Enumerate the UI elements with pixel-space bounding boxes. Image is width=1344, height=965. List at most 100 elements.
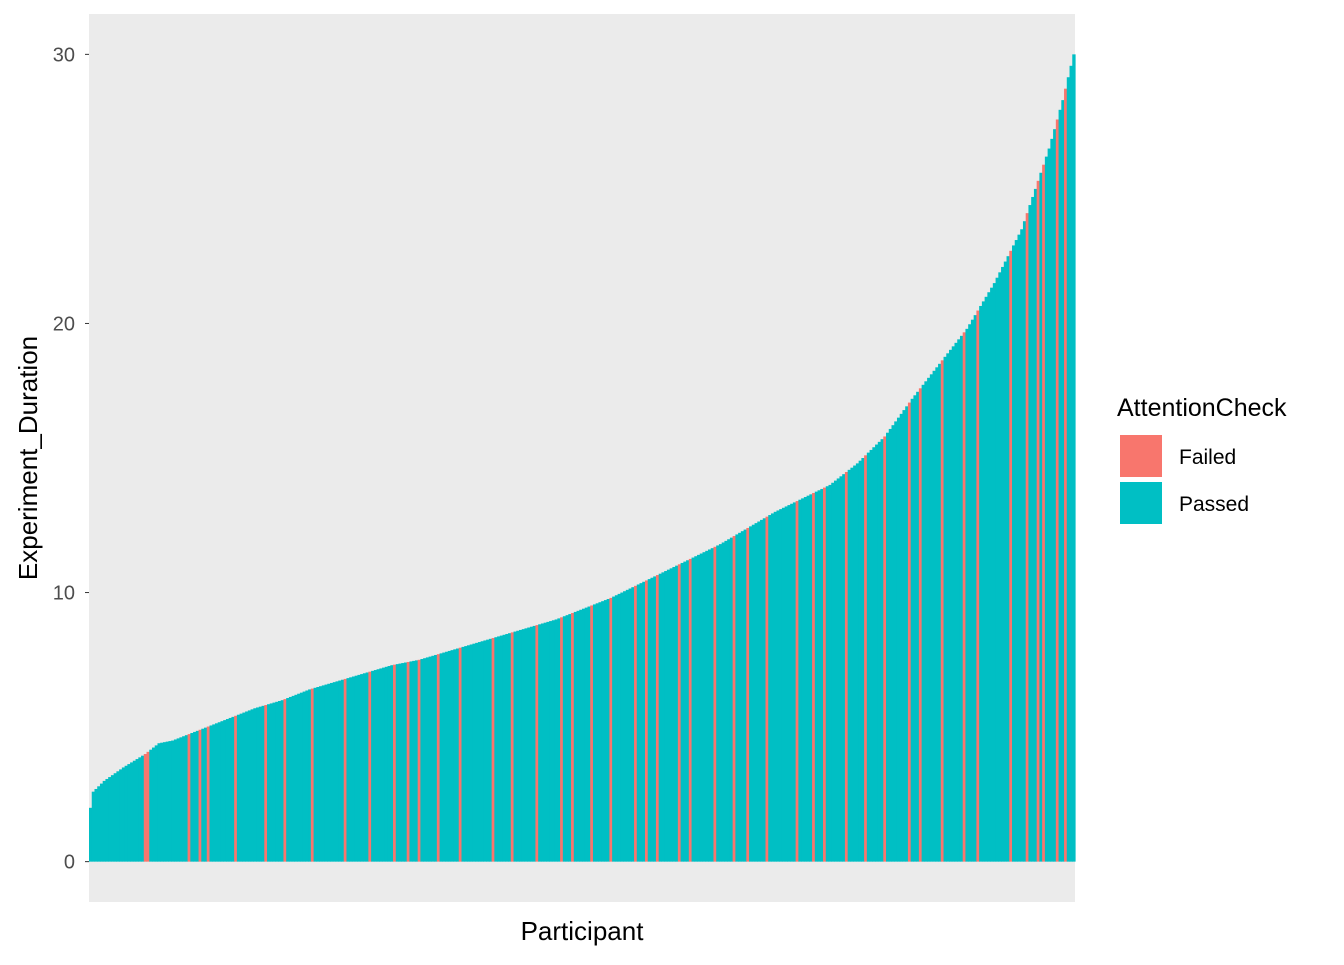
bar <box>853 465 857 862</box>
bar <box>1006 256 1010 862</box>
bar <box>272 702 276 862</box>
bar <box>121 767 126 862</box>
bar <box>740 531 745 862</box>
bar <box>294 694 298 862</box>
bar <box>1066 77 1071 862</box>
bar <box>379 668 383 862</box>
bar <box>680 562 684 862</box>
bar <box>803 497 808 862</box>
bar <box>987 292 991 862</box>
bar <box>466 645 471 862</box>
bar <box>1033 188 1038 862</box>
bar <box>89 807 93 862</box>
bar <box>477 642 482 862</box>
bar <box>335 681 339 862</box>
bar <box>688 558 693 862</box>
bar <box>171 740 175 862</box>
bar <box>146 751 150 862</box>
bar <box>655 575 660 862</box>
bar <box>212 724 216 862</box>
bar <box>225 719 230 862</box>
bar <box>847 469 852 862</box>
bar <box>461 646 465 862</box>
bar <box>267 704 271 862</box>
bar <box>984 296 988 862</box>
bar <box>872 447 876 862</box>
bar <box>677 564 682 862</box>
y-tick-label: 0 <box>64 852 75 874</box>
bar <box>510 632 515 862</box>
legend-swatch <box>1120 482 1162 524</box>
bar <box>721 542 726 862</box>
bar <box>812 492 816 862</box>
bar <box>825 486 830 862</box>
bar <box>773 511 778 862</box>
bar <box>436 654 441 862</box>
bar <box>595 603 600 862</box>
bar <box>801 498 805 862</box>
bar <box>349 677 353 862</box>
bar <box>699 553 704 862</box>
bar <box>516 630 520 862</box>
bar <box>261 705 265 862</box>
bar <box>653 576 657 862</box>
bar <box>387 666 391 862</box>
bar <box>206 726 211 862</box>
bar <box>951 346 956 862</box>
bar <box>132 760 137 862</box>
bar <box>393 664 397 862</box>
bar <box>403 662 408 862</box>
bar <box>1012 245 1016 862</box>
bar <box>913 395 917 862</box>
bar <box>231 716 235 862</box>
bar <box>875 444 879 862</box>
bar <box>434 654 438 862</box>
bar <box>902 410 906 862</box>
bar <box>617 593 621 862</box>
bar <box>781 507 786 862</box>
y-axis-title: Experiment_Duration <box>13 336 43 580</box>
bar <box>319 686 323 862</box>
bar <box>458 647 463 862</box>
bar <box>420 659 424 862</box>
bar <box>606 599 610 862</box>
bar <box>968 324 972 862</box>
bar <box>776 510 780 862</box>
bar <box>1017 234 1021 862</box>
bar <box>970 319 975 862</box>
bar <box>844 471 849 862</box>
bar <box>820 488 824 862</box>
bar <box>579 609 583 862</box>
bar <box>551 620 556 862</box>
bar <box>310 688 315 862</box>
bar <box>223 720 227 862</box>
bar <box>324 684 328 862</box>
bar <box>916 391 920 862</box>
bar <box>814 491 819 862</box>
bar <box>705 550 709 862</box>
bar <box>540 623 545 862</box>
bar <box>787 505 791 862</box>
bar <box>1003 261 1008 862</box>
bar <box>634 585 638 862</box>
bar <box>376 669 380 862</box>
bar <box>105 778 109 862</box>
bar <box>168 741 172 862</box>
bar <box>683 561 687 862</box>
bar <box>390 665 394 862</box>
bar <box>351 676 356 862</box>
bar <box>538 624 542 862</box>
bar <box>576 610 580 862</box>
bar <box>1001 266 1005 862</box>
bar <box>1061 100 1065 862</box>
bar <box>592 604 597 862</box>
bar <box>842 474 846 862</box>
bar <box>686 560 690 862</box>
bar <box>833 480 838 862</box>
bar <box>675 565 679 862</box>
bar <box>598 602 602 862</box>
bar <box>250 709 254 862</box>
bar <box>253 708 257 862</box>
